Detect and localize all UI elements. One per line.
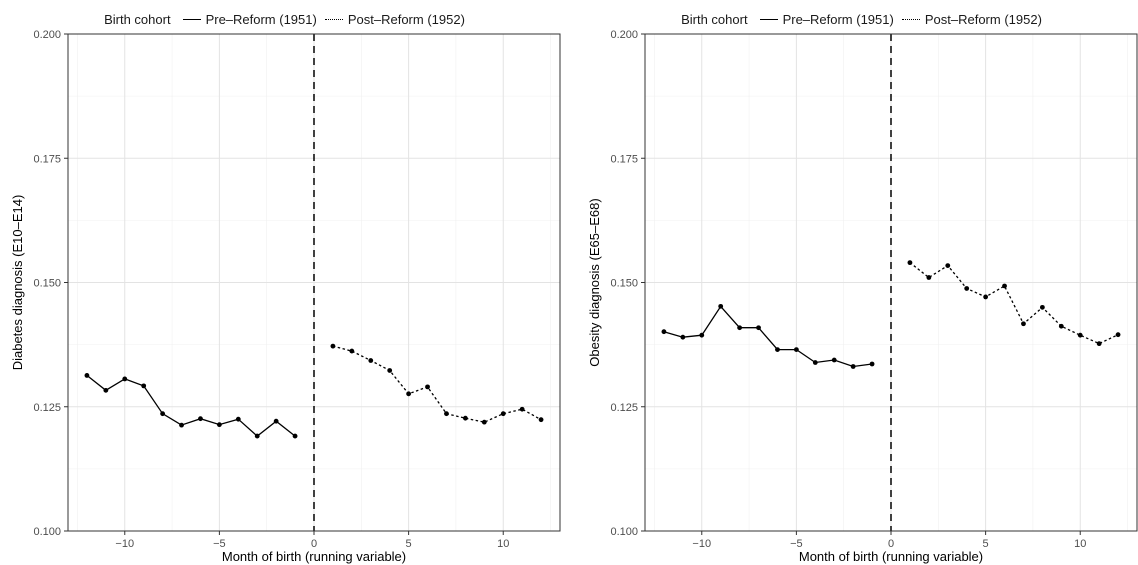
series-line-1 [332, 345, 542, 423]
data-point [1039, 304, 1045, 310]
data-point [500, 411, 506, 417]
data-point [216, 422, 222, 428]
data-point [273, 418, 279, 424]
data-point [462, 415, 468, 421]
legend-label-pre-reform: Pre–Reform (1951) [782, 11, 894, 27]
diabetes-chart-panel: Birth cohort Pre–Reform (1951) Post–Refo… [0, 8, 569, 564]
data-point [718, 303, 724, 309]
data-point [254, 433, 260, 439]
data-point [926, 275, 932, 280]
x-tick-label: 0 [888, 538, 894, 550]
data-point [1115, 332, 1121, 338]
data-point [160, 411, 166, 417]
data-point [538, 417, 544, 423]
series-line-0 [663, 305, 873, 368]
y-tick-label: 0.125 [33, 402, 61, 414]
y-tick-label: 0.150 [33, 278, 61, 290]
x-tick-label: −5 [790, 538, 803, 550]
diabetes-chart-svg: −10 −5 0 5 10 0.100 0.125 0.150 0.175 0.200 Month … [10, 29, 561, 564]
data-point [481, 419, 487, 425]
data-point [179, 422, 184, 428]
y-tick-label: 0.175 [610, 153, 638, 165]
data-point [699, 332, 705, 338]
x-tick-label: 10 [1074, 538, 1086, 550]
data-point [349, 348, 355, 354]
data-point [292, 433, 298, 439]
data-point [330, 343, 336, 349]
y-tick-label: 0.175 [33, 153, 61, 165]
data-point [1002, 283, 1007, 289]
y-axis-title: Diabetes diagnosis (E10–E14) [10, 195, 25, 371]
x-tick-label: −10 [692, 538, 711, 550]
data-point [1058, 323, 1064, 329]
y-tick-label: 0.100 [33, 526, 61, 538]
data-point [756, 325, 761, 331]
data-point [831, 357, 837, 363]
data-point [235, 416, 241, 422]
data-point [444, 411, 449, 417]
y-tick-label: 0.200 [33, 29, 61, 41]
x-axis-title: Month of birth (running variable) [799, 549, 983, 564]
obesity-chart-svg: −10 −5 0 5 10 0.100 0.125 0.150 0.175 0.200 Month … [587, 29, 1138, 564]
dotted-line-key-icon [901, 18, 920, 20]
x-tick-label: −10 [115, 538, 134, 550]
data-point [737, 325, 743, 331]
data-point [869, 361, 875, 367]
x-tick-label: 5 [983, 538, 989, 550]
legend-label-pre-reform: Pre–Reform (1951) [205, 11, 317, 27]
data-point [907, 260, 913, 266]
data-point [983, 294, 989, 300]
data-point [945, 263, 951, 269]
grid [68, 33, 560, 532]
legend: Birth cohort Pre–Reform (1951) Post–Refo… [577, 8, 1138, 30]
data-point [661, 329, 667, 335]
data-point [812, 360, 818, 365]
data-point [519, 406, 525, 412]
data-point [198, 416, 203, 422]
obesity-chart-panel: Birth cohort Pre–Reform (1951) Post–Refo… [577, 0, 1138, 565]
y-tick-label: 0.200 [610, 29, 638, 41]
data-point [775, 347, 780, 352]
data-point [793, 347, 799, 352]
data-point [425, 384, 430, 390]
data-point [964, 286, 970, 291]
data-point [84, 373, 90, 378]
data-point [1077, 332, 1083, 338]
data-point [406, 391, 412, 397]
x-tick-label: 10 [497, 538, 509, 550]
legend-label-post-reform: Post–Reform (1952) [347, 11, 465, 27]
x-tick-label: −5 [213, 538, 226, 550]
legend-title: Birth cohort [104, 11, 171, 27]
legend-item-pre-reform: Pre–Reform (1951) [759, 11, 894, 27]
data-point [103, 387, 109, 393]
data-point [387, 368, 393, 373]
legend-label-post-reform: Post–Reform (1952) [924, 11, 1042, 27]
y-tick-label: 0.100 [610, 526, 638, 538]
series-line-0 [86, 374, 296, 437]
series-line-1 [909, 262, 1119, 345]
data-point [850, 364, 856, 369]
data-point [1021, 321, 1026, 327]
x-tick-label: 5 [406, 538, 412, 550]
legend-item-pre-reform: Pre–Reform (1951) [182, 11, 317, 27]
y-tick-label: 0.125 [610, 402, 638, 414]
solid-line-key-icon [759, 18, 778, 20]
dotted-line-key-icon [324, 18, 343, 20]
data-point [122, 376, 128, 382]
data-point [680, 334, 686, 340]
solid-line-key-icon [182, 18, 201, 20]
x-tick-label: 0 [311, 538, 317, 550]
y-tick-label: 0.150 [610, 278, 638, 290]
data-point [1096, 341, 1102, 347]
legend-item-post-reform: Post–Reform (1952) [324, 11, 465, 27]
legend: Birth cohort Pre–Reform (1951) Post–Refo… [0, 8, 569, 30]
x-axis-title: Month of birth (running variable) [222, 549, 406, 564]
legend-title: Birth cohort [681, 11, 748, 27]
legend-item-post-reform: Post–Reform (1952) [901, 11, 1042, 27]
y-axis-title: Obesity diagnosis (E65–E68) [587, 198, 602, 366]
data-point [368, 358, 374, 363]
data-point [141, 383, 147, 389]
